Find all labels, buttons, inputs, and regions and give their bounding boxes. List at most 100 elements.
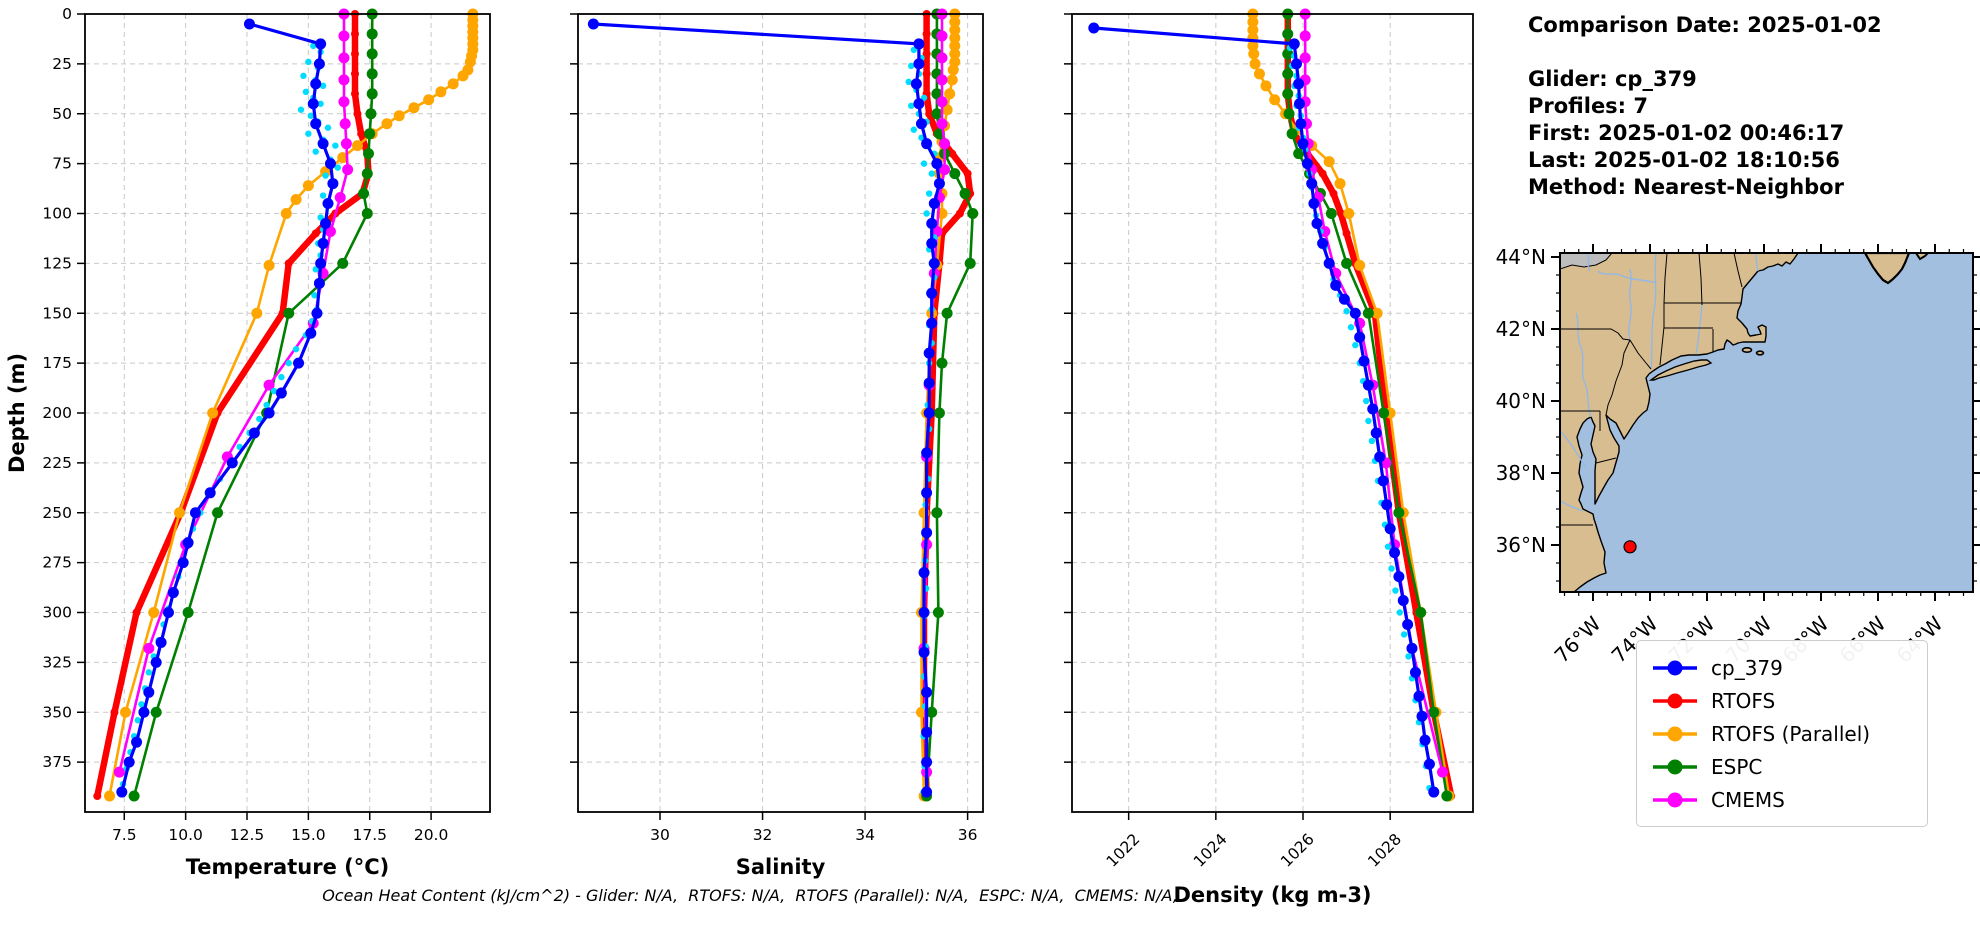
svg-text:10.0: 10.0: [168, 826, 203, 844]
svg-text:125: 125: [42, 254, 72, 272]
svg-text:1022: 1022: [1103, 830, 1144, 871]
svg-text:300: 300: [42, 604, 72, 622]
map-nova-scotia-islet: [1914, 253, 1930, 261]
svg-text:100: 100: [42, 205, 72, 223]
svg-text:17.5: 17.5: [352, 826, 387, 844]
series-RTOFS-Parallel-: [915, 8, 961, 802]
series-cp_379: [116, 18, 339, 798]
axis-tick-labels: 7.5 10.0 12.5 15.0 17.5 20.0 0 25 50 75 100 125 150 1…: [42, 5, 448, 844]
legend-label: cp_379: [1711, 655, 1783, 680]
glider-name-text: Glider: cp_379: [1528, 67, 1697, 91]
ocean-heat-content-note: Ocean Heat Content (kJ/cm^2) - Glider: N…: [322, 886, 1178, 905]
legend-marker-icon: [1653, 726, 1697, 741]
scatter-glider-raw-profiles: [905, 46, 943, 796]
series-layer: [1088, 8, 1456, 802]
svg-text:38°N: 38°N: [1496, 461, 1546, 485]
legend: cp_379 RTOFS RTOFS (Parallel) ESPC CMEMS: [1636, 640, 1928, 827]
legend-marker-icon: [1653, 792, 1697, 807]
svg-text:32: 32: [753, 826, 773, 844]
axis-ticks: [77, 13, 432, 820]
svg-text:25: 25: [52, 55, 72, 73]
svg-text:36°N: 36°N: [1496, 533, 1546, 557]
series-RTOFS: [93, 10, 373, 801]
series-RTOFS-Parallel-: [104, 8, 479, 802]
plot-border: [577, 13, 984, 813]
chart-svg-0: 7.5 10.0 12.5 15.0 17.5 20.0 0 25 50 75 100 125 150 1…: [5, 5, 491, 879]
map-ticks: [1551, 244, 1980, 601]
svg-text:50: 50: [52, 105, 72, 123]
plot-border: [1071, 13, 1474, 813]
svg-text:76°W: 76°W: [1550, 611, 1606, 667]
legend-item-CMEMS: CMEMS: [1651, 783, 1913, 816]
scatter-glider-raw-profiles: [119, 42, 342, 788]
svg-text:44°N: 44°N: [1496, 245, 1546, 269]
svg-text:15.0: 15.0: [291, 826, 326, 844]
series-RTOFS: [1283, 10, 1456, 801]
comparison-date-text: Comparison Date: 2025-01-02: [1528, 13, 1882, 37]
svg-text:325: 325: [42, 653, 72, 671]
first-profile-time-text: First: 2025-01-02 00:46:17: [1528, 121, 1845, 145]
last-profile-time-text: Last: 2025-01-02 18:10:56: [1528, 148, 1840, 172]
series-ESPC: [128, 8, 378, 802]
map-lake: [1560, 253, 1613, 270]
svg-text:1024: 1024: [1190, 830, 1231, 871]
svg-text:250: 250: [42, 504, 72, 522]
x-axis-label: Temperature (°C): [186, 855, 389, 879]
gridlines: [578, 13, 983, 812]
scatter-glider-raw-profiles: [1286, 44, 1433, 792]
legend-label: RTOFS: [1711, 688, 1776, 713]
svg-text:42°N: 42°N: [1496, 317, 1546, 341]
svg-text:7.5: 7.5: [112, 826, 137, 844]
series-CMEMS: [1299, 8, 1448, 778]
chart-svg-1: 30 32 34 36 Salinity: [570, 8, 984, 879]
legend-item-cp_379: cp_379: [1651, 651, 1913, 684]
series-ESPC: [921, 8, 979, 802]
legend-item-RTOFS: RTOFS: [1651, 684, 1913, 717]
series-CMEMS: [918, 8, 951, 778]
svg-text:1028: 1028: [1364, 830, 1405, 871]
legend-marker-icon: [1653, 759, 1697, 774]
series-cp_379: [587, 18, 945, 798]
series-RTOFS-Parallel-: [1247, 8, 1455, 802]
method-text: Method: Nearest-Neighbor: [1528, 175, 1844, 199]
legend-label: CMEMS: [1711, 787, 1785, 812]
series-layer: [587, 8, 979, 802]
series-layer: [93, 8, 479, 802]
x-axis-label: Salinity: [736, 855, 826, 879]
plot-border: [84, 13, 491, 813]
svg-text:225: 225: [42, 454, 72, 472]
map-state-borders: [1560, 253, 1743, 526]
gridlines: [1072, 13, 1473, 812]
svg-text:1026: 1026: [1277, 830, 1318, 871]
svg-text:375: 375: [42, 753, 72, 771]
legend-label: RTOFS (Parallel): [1711, 721, 1871, 746]
legend-label: ESPC: [1711, 754, 1763, 779]
axis-ticks: [570, 13, 969, 820]
svg-text:75: 75: [52, 155, 72, 173]
svg-text:34: 34: [855, 826, 875, 844]
svg-text:275: 275: [42, 554, 72, 572]
y-axis-label: Depth (m): [5, 353, 29, 473]
axis-tick-labels: 1022 1024 1026 1028: [1103, 830, 1405, 871]
gridlines: [85, 13, 490, 812]
series-ESPC: [1282, 8, 1453, 802]
map-island: [1755, 350, 1765, 356]
map-frame: [1559, 252, 1974, 593]
legend-marker-icon: [1653, 693, 1697, 708]
series-CMEMS: [113, 8, 354, 778]
svg-text:200: 200: [42, 404, 72, 422]
svg-text:40°N: 40°N: [1496, 389, 1546, 413]
series-RTOFS: [920, 10, 975, 801]
legend-item-RTOFS-Parallel-: RTOFS (Parallel): [1651, 717, 1913, 750]
svg-text:175: 175: [42, 354, 72, 372]
map-long-island: [1648, 359, 1713, 381]
series-cp_379: [1088, 22, 1440, 798]
svg-text:350: 350: [42, 703, 72, 721]
svg-text:30: 30: [650, 826, 670, 844]
axis-ticks: [1064, 13, 1391, 820]
info-panel: Comparison Date: 2025-01-02 Glider: cp_3…: [1528, 12, 1974, 201]
glider-location-marker: [1623, 540, 1637, 554]
legend-marker-icon: [1653, 660, 1697, 675]
